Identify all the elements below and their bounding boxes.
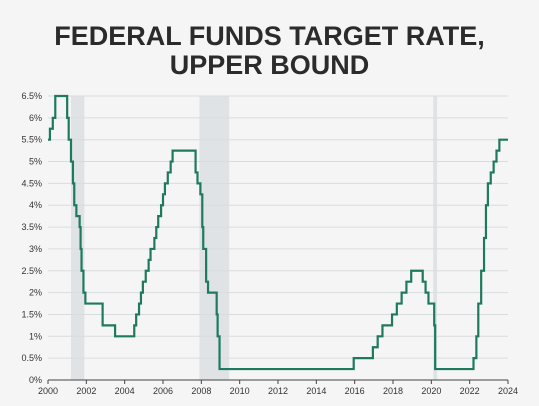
y-tick-label: 5.5% [21,135,42,145]
x-tick-label: 2022 [460,386,480,396]
recession-band-3 [433,96,438,380]
x-tick-label: 2010 [230,386,250,396]
x-tick-label: 2014 [306,386,326,396]
y-tick-label: 6% [29,113,42,123]
chart-title-line-2: UPPER BOUND [169,50,370,80]
chart-title-line-1: FEDERAL FUNDS TARGET RATE, [54,21,485,51]
y-axis-ticks: 0% 0.5% 1% 1.5% 2% 2.5% 3% 3.5% 4% 4.5% 5% 5.5% 6% 6.… [21,91,42,385]
x-tick-label: 2024 [498,386,518,396]
x-tick-label: 2004 [115,386,135,396]
x-tick-label: 2016 [345,386,365,396]
y-tick-label: 3% [29,244,42,254]
y-tick-label: 1.5% [21,309,42,319]
x-tick-label: 2002 [76,386,96,396]
y-tick-label: 3.5% [21,222,42,232]
y-tick-label: 6.5% [21,91,42,101]
y-tick-label: 4.5% [21,178,42,188]
y-tick-label: 0.5% [21,353,42,363]
x-tick-label: 2000 [38,386,58,396]
recession-band-1 [71,96,85,380]
y-tick-label: 5% [29,157,42,167]
chart-title: FEDERAL FUNDS TARGET RATE, UPPER BOUND [0,22,539,80]
x-tick-label: 2020 [421,386,441,396]
y-tick-label: 2% [29,288,42,298]
recession-shading-group [71,96,438,380]
x-tick-label: 2006 [153,386,173,396]
x-tick-label: 2008 [191,386,211,396]
series-line-rate [48,94,508,371]
recession-band-2 [199,96,230,380]
x-tick-label: 2018 [383,386,403,396]
gridlines-group [48,95,508,359]
x-tick-label: 2012 [268,386,288,396]
y-tick-label: 2.5% [21,266,42,276]
y-tick-label: 4% [29,200,42,210]
y-tick-label: 0% [29,375,42,385]
x-axis-ticks: 2000 2002 2004 2006 2008 2010 2012 2014 2016 2018… [38,380,518,396]
y-tick-label: 1% [29,331,42,341]
